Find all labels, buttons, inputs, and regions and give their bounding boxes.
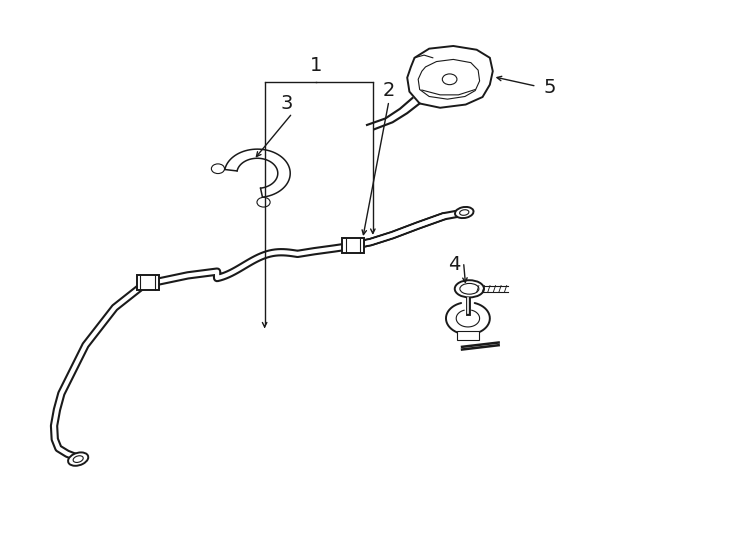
- Text: 5: 5: [544, 78, 556, 97]
- Ellipse shape: [455, 280, 484, 298]
- Text: 4: 4: [448, 255, 461, 274]
- Polygon shape: [407, 46, 493, 108]
- Ellipse shape: [68, 453, 88, 466]
- Ellipse shape: [455, 207, 473, 218]
- FancyBboxPatch shape: [342, 238, 364, 253]
- FancyBboxPatch shape: [137, 275, 159, 291]
- Text: 1: 1: [310, 56, 322, 76]
- FancyBboxPatch shape: [457, 331, 479, 340]
- Text: 3: 3: [280, 94, 293, 113]
- Text: 2: 2: [382, 80, 395, 99]
